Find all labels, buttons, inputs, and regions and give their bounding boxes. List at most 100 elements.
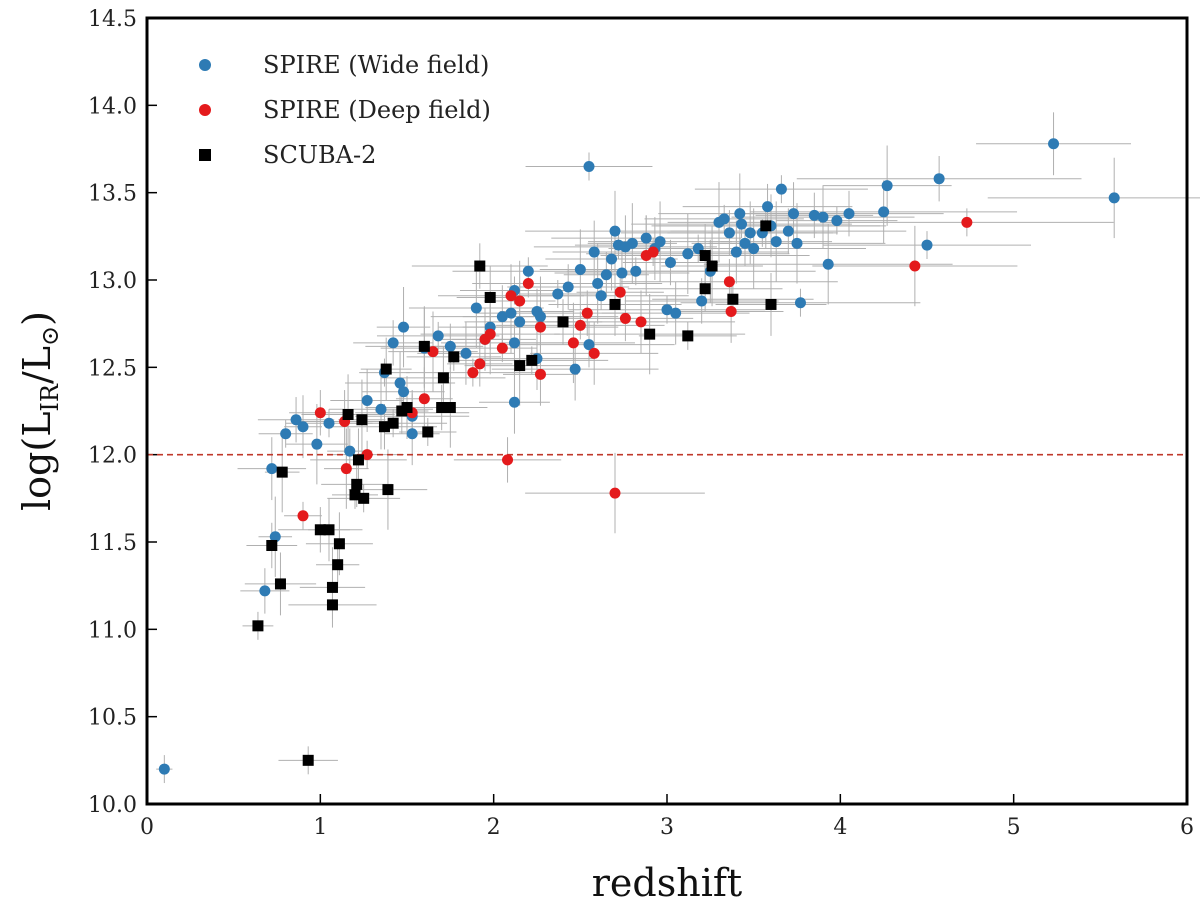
spire-deep-point	[534, 321, 546, 333]
spire-wide-point	[664, 257, 676, 269]
spire-deep-point	[297, 510, 309, 522]
spire-wide-point	[609, 225, 621, 237]
spire-wide-point	[311, 438, 323, 450]
spire-wide-point	[266, 463, 278, 475]
spire-wide-point	[583, 339, 595, 351]
y-tick-label: 10.5	[88, 706, 137, 731]
scuba2-point	[252, 620, 264, 632]
y-title-sub-sun: ⊙	[36, 326, 64, 346]
scuba2-point	[422, 426, 434, 438]
spire-wide-point	[552, 288, 564, 300]
scuba2-point	[274, 578, 286, 590]
legend-label-wide: SPIRE (Wide field)	[263, 51, 489, 79]
x-axis-title: redshift	[592, 861, 742, 905]
spire-deep-point	[619, 312, 631, 324]
legend-marker-deep	[199, 104, 211, 116]
spire-wide-point	[514, 316, 526, 328]
spire-wide-point	[583, 160, 595, 172]
spire-deep-point	[484, 328, 496, 340]
spire-wide-point	[470, 302, 482, 314]
y-tick-label: 11.5	[88, 531, 137, 556]
spire-wide-point	[398, 321, 410, 333]
spire-wide-point	[574, 264, 586, 276]
spire-deep-point	[496, 342, 508, 354]
spire-deep-point	[567, 337, 579, 349]
spire-wide-point	[640, 232, 652, 244]
spire-wide-point	[744, 227, 756, 239]
spire-wide-point	[394, 377, 406, 389]
spire-wide-point	[444, 340, 456, 352]
scuba2-point	[276, 466, 288, 478]
spire-wide-point	[791, 237, 803, 249]
spire-wide-point	[606, 253, 618, 265]
scuba2-point	[644, 328, 656, 340]
spire-deep-point	[340, 463, 352, 475]
spire-wide-point	[734, 208, 746, 220]
spire-wide-point	[794, 297, 806, 309]
scuba2-point	[342, 408, 354, 420]
x-tick-label: 0	[140, 815, 154, 840]
spire-deep-point	[314, 407, 326, 419]
scuba2-point	[352, 454, 364, 466]
spire-wide-point	[1108, 192, 1120, 204]
spire-wide-point	[269, 531, 281, 543]
scuba2-point	[358, 492, 370, 504]
spire-wide-point	[600, 269, 612, 281]
spire-deep-point	[514, 295, 526, 307]
spire-wide-point	[723, 227, 735, 239]
spire-wide-point	[387, 337, 399, 349]
scuba2-point	[333, 538, 345, 550]
spire-deep-point	[961, 216, 973, 228]
plot-frame	[145, 16, 1189, 806]
spire-wide-point	[375, 403, 387, 415]
spire-deep-point	[534, 368, 546, 380]
scuba2-point	[699, 283, 711, 295]
scuba2-point	[699, 250, 711, 262]
spire-wide-point	[782, 225, 794, 237]
spire-wide-point	[696, 295, 708, 307]
spire-wide-point	[843, 208, 855, 220]
spire-deep-point	[467, 367, 479, 379]
spire-deep-point	[574, 319, 586, 331]
scuba2-point	[387, 417, 399, 429]
y-tick-label: 13.0	[88, 269, 137, 294]
spire-deep-point	[427, 346, 439, 358]
spire-wide-point	[682, 248, 694, 260]
axis-ticks: 0 1 2 3 4 5 6 10.0 10.5 11.0 11.5 12.0 12.5 13.0 13.5 1…	[88, 7, 1194, 840]
spire-wide-point	[661, 304, 673, 316]
scuba2-point	[557, 316, 569, 328]
spire-wide-point	[323, 417, 335, 429]
legend: SPIRE (Wide field) SPIRE (Deep field) SC…	[199, 51, 491, 169]
data-points	[158, 138, 1120, 775]
scuba2-point	[323, 524, 335, 536]
spire-wide-point	[1048, 138, 1060, 150]
spire-wide-point	[730, 246, 742, 258]
spire-wide-point	[921, 239, 933, 251]
scuba2-point	[760, 220, 772, 232]
spire-wide-point	[770, 236, 782, 248]
spire-deep-point	[725, 305, 737, 317]
scuba2-point	[448, 351, 460, 363]
scuba2-point	[380, 363, 392, 375]
spire-wide-point	[933, 173, 945, 185]
spire-wide-point	[736, 218, 748, 230]
spire-deep-point	[609, 487, 621, 499]
spire-wide-point	[460, 347, 472, 359]
spire-wide-point	[406, 428, 418, 440]
spire-wide-point	[496, 311, 508, 323]
scuba2-point	[266, 539, 278, 551]
legend-label-deep: SPIRE (Deep field)	[263, 96, 491, 124]
legend-label-scuba: SCUBA-2	[263, 141, 376, 169]
x-tick-label: 2	[487, 815, 501, 840]
scuba2-point	[351, 478, 363, 490]
x-tick-label: 5	[1007, 815, 1021, 840]
spire-deep-point	[588, 347, 600, 359]
spire-deep-point	[723, 276, 735, 288]
spire-wide-point	[739, 237, 751, 249]
spire-deep-point	[505, 290, 517, 302]
scuba2-point	[474, 260, 486, 272]
spire-wide-point	[822, 258, 834, 270]
y-title-mid: /L	[15, 346, 59, 384]
scuba2-point	[682, 330, 694, 342]
x-tick-label: 4	[833, 815, 847, 840]
